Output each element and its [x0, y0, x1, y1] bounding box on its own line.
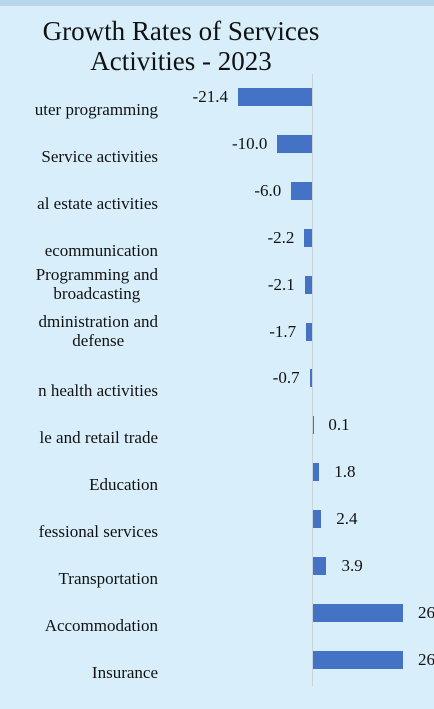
bar: [237, 88, 312, 106]
value-label: -2.1: [267, 274, 295, 294]
category-label: Service activities: [41, 146, 158, 166]
top-strip: [0, 0, 434, 6]
category-label: Programming and broadcasting: [35, 264, 158, 303]
value-label: 26.0: [417, 602, 434, 622]
bar: [313, 650, 403, 669]
bar: [306, 322, 312, 341]
value-label: -1.7: [269, 321, 297, 341]
category-label: fessional services: [38, 522, 158, 542]
category-label: Accommodation: [44, 615, 158, 635]
value-label: -6.0: [254, 180, 282, 200]
bar: [313, 557, 327, 575]
value-label: 3.9: [341, 556, 363, 575]
value-label: -2.2: [267, 227, 295, 247]
category-label: ecommunication: [44, 240, 158, 260]
bar: [313, 510, 322, 529]
bar: [291, 181, 312, 200]
category-label: Transportation: [58, 569, 159, 588]
category-label: n health activities: [38, 381, 158, 401]
bar: [313, 463, 320, 482]
bar: [277, 134, 312, 153]
value-label: 26.0: [417, 649, 434, 669]
category-label: le and retail trade: [39, 428, 158, 448]
bar: [304, 228, 312, 247]
zero-axis: [312, 74, 313, 686]
value-label: -21.4: [192, 87, 228, 106]
chart-title: Growth Rates of Services Activities - 20…: [42, 16, 320, 76]
bar: [309, 369, 312, 388]
value-label: 2.4: [336, 509, 358, 529]
value-label: 0.1: [328, 415, 350, 435]
value-label: -10.0: [231, 133, 268, 153]
bar: [313, 603, 403, 622]
value-label: 1.8: [334, 462, 356, 482]
value-label: -0.7: [272, 368, 300, 388]
category-label: al estate activities: [37, 193, 158, 213]
category-label: uter programming: [34, 100, 158, 119]
category-label: Insurance: [91, 662, 158, 682]
category-label: dministration and defense: [38, 311, 158, 350]
category-label: Education: [89, 475, 158, 495]
bar: [304, 275, 312, 294]
